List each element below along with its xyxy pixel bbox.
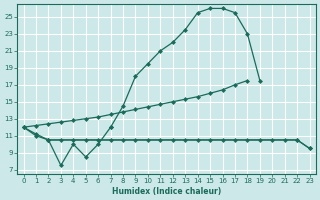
X-axis label: Humidex (Indice chaleur): Humidex (Indice chaleur) [112, 187, 221, 196]
